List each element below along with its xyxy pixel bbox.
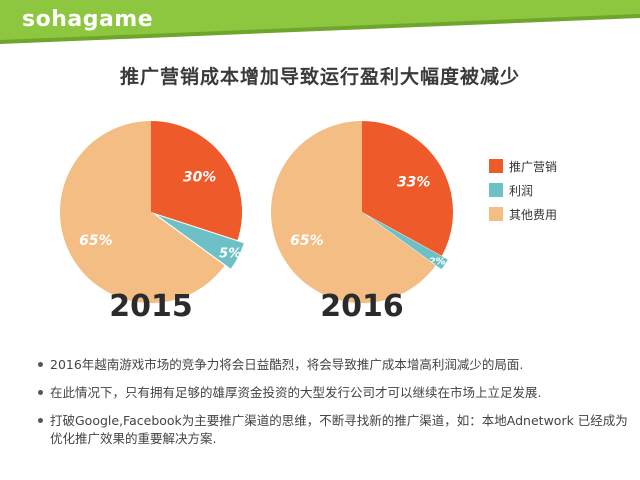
pie-charts: 30% 5% 65% 2015 33% 2% 65% 2016 — [60, 121, 453, 324]
legend-item-promotion: 推广营销 — [489, 156, 557, 176]
header-banner: sohagame — [0, 0, 640, 44]
pie-value-label-2016-2: 65% — [290, 233, 324, 249]
pie-value-label-2015-0: 30% — [183, 170, 217, 186]
header-graphic — [0, 0, 640, 44]
logo[interactable]: sohagame — [22, 7, 154, 32]
pie-value-label-2016-0: 33% — [397, 174, 431, 190]
pie-value-label-2015-2: 65% — [79, 233, 113, 249]
bullet-text: 在此情况下，只有拥有足够的雄厚资金投资的大型发行公司才可以继续在市场上立足发展. — [50, 385, 542, 400]
bullet-dot — [38, 362, 43, 367]
legend-swatch — [489, 159, 503, 173]
legend-item-other-costs: 其他费用 — [489, 204, 557, 224]
pie-slice-2015-2 — [60, 121, 225, 304]
legend-label: 利润 — [509, 183, 534, 198]
legend-label: 其他费用 — [509, 207, 558, 222]
bullet-text: 打破Google,Facebook为主要推广渠道的思维，不断寻找新的推广渠道，如… — [50, 413, 628, 446]
bullet-text: 2016年越南游戏市场的竞争力将会日益酷烈，将会导致推广成本增高利润减少的局面. — [50, 357, 524, 372]
bullet-item: 在此情况下，只有拥有足够的雄厚资金投资的大型发行公司才可以继续在市场上立足发展. — [38, 384, 633, 402]
bullet-dot — [38, 390, 43, 395]
legend-label: 推广营销 — [509, 159, 558, 174]
chart-year-label-2016: 2016 — [320, 289, 404, 324]
bullet-dot — [38, 418, 43, 423]
page-title: 推广营销成本增加导致运行盈利大幅度被减少 — [119, 66, 520, 88]
legend: 推广营销 利润 其他费用 — [489, 156, 557, 228]
pie-slice-2015-0 — [151, 121, 243, 241]
pie-slice-2016-1 — [367, 215, 448, 270]
legend-swatch — [489, 183, 503, 197]
bullet-item: 打破Google,Facebook为主要推广渠道的思维，不断寻找新的推广渠道，如… — [38, 412, 633, 448]
bullet-item: 2016年越南游戏市场的竞争力将会日益酷烈，将会导致推广成本增高利润减少的局面. — [38, 356, 633, 374]
pie-value-label-2015-1: 5% — [219, 246, 241, 261]
pie-value-label-2016-1: 2% — [429, 257, 446, 268]
legend-swatch — [489, 207, 503, 221]
bullet-list: 2016年越南游戏市场的竞争力将会日益酷烈，将会导致推广成本增高利润减少的局面.… — [38, 356, 633, 458]
pie-slice-2015-1 — [157, 215, 244, 269]
pie-slice-2016-0 — [362, 121, 453, 256]
pie-slice-2016-2 — [271, 121, 436, 303]
chart-year-label-2015: 2015 — [109, 289, 193, 324]
legend-item-profit: 利润 — [489, 180, 557, 200]
